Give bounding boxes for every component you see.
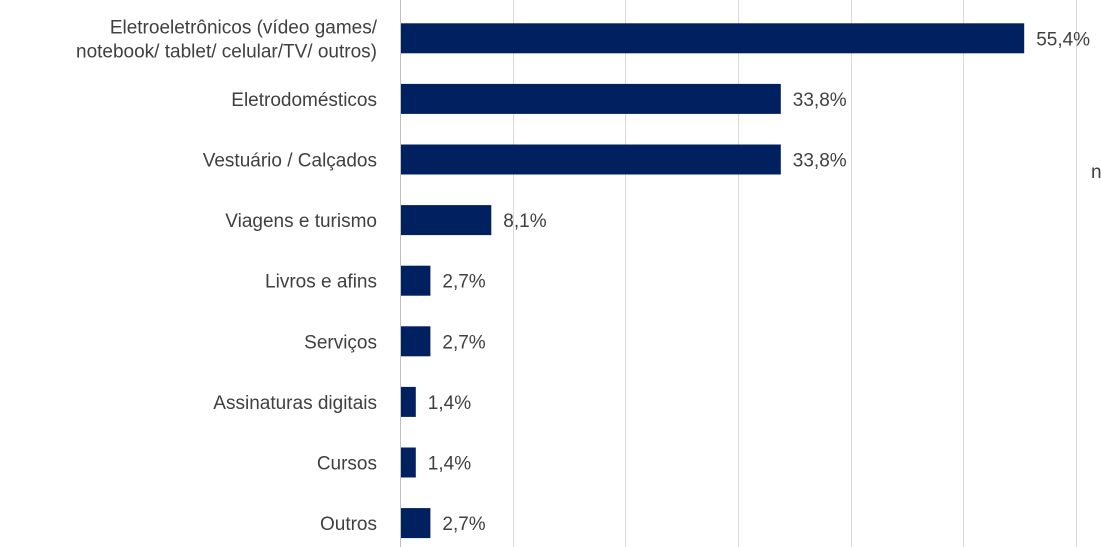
value-label: 8,1% [503,211,546,232]
category-label: Cursos [317,454,377,475]
bar [401,508,431,539]
bar [401,205,492,236]
category-label: Outros [320,514,377,535]
value-label: 2,7% [442,514,485,535]
bar [401,83,781,114]
value-label: 1,4% [428,454,471,475]
category-label: Viagens e turismo [225,211,377,232]
value-label: 2,7% [442,272,485,293]
bar [401,23,1025,54]
bar [401,265,431,296]
bar [401,386,416,417]
category-label: Eletrodomésticos [231,90,377,111]
category-label: Eletroeletrônicos (vídeo games/notebook/… [76,17,378,62]
value-label: 1,4% [428,393,471,414]
value-label: 55,4% [1036,29,1090,50]
clipped-text: n [1091,162,1101,183]
value-label: 33,8% [793,90,847,111]
bars [401,23,1025,539]
bar [401,144,781,175]
value-labels: 55,4% 33,8% 33,8% 8,1% 2,7% 2,7% 1,4% 1,4% 2,7% [428,29,1090,535]
category-label: Vestuário / Calçados [203,151,377,172]
value-label: 2,7% [442,332,485,353]
category-label: Livros e afins [265,272,377,293]
gridlines [400,0,1077,547]
value-label: 33,8% [793,151,847,172]
category-label: Serviços [304,332,377,353]
category-label: Assinaturas digitais [213,393,377,414]
bar [401,447,416,478]
category-labels: Eletroeletrônicos (vídeo games/notebook/… [76,17,378,535]
bar [401,326,431,357]
